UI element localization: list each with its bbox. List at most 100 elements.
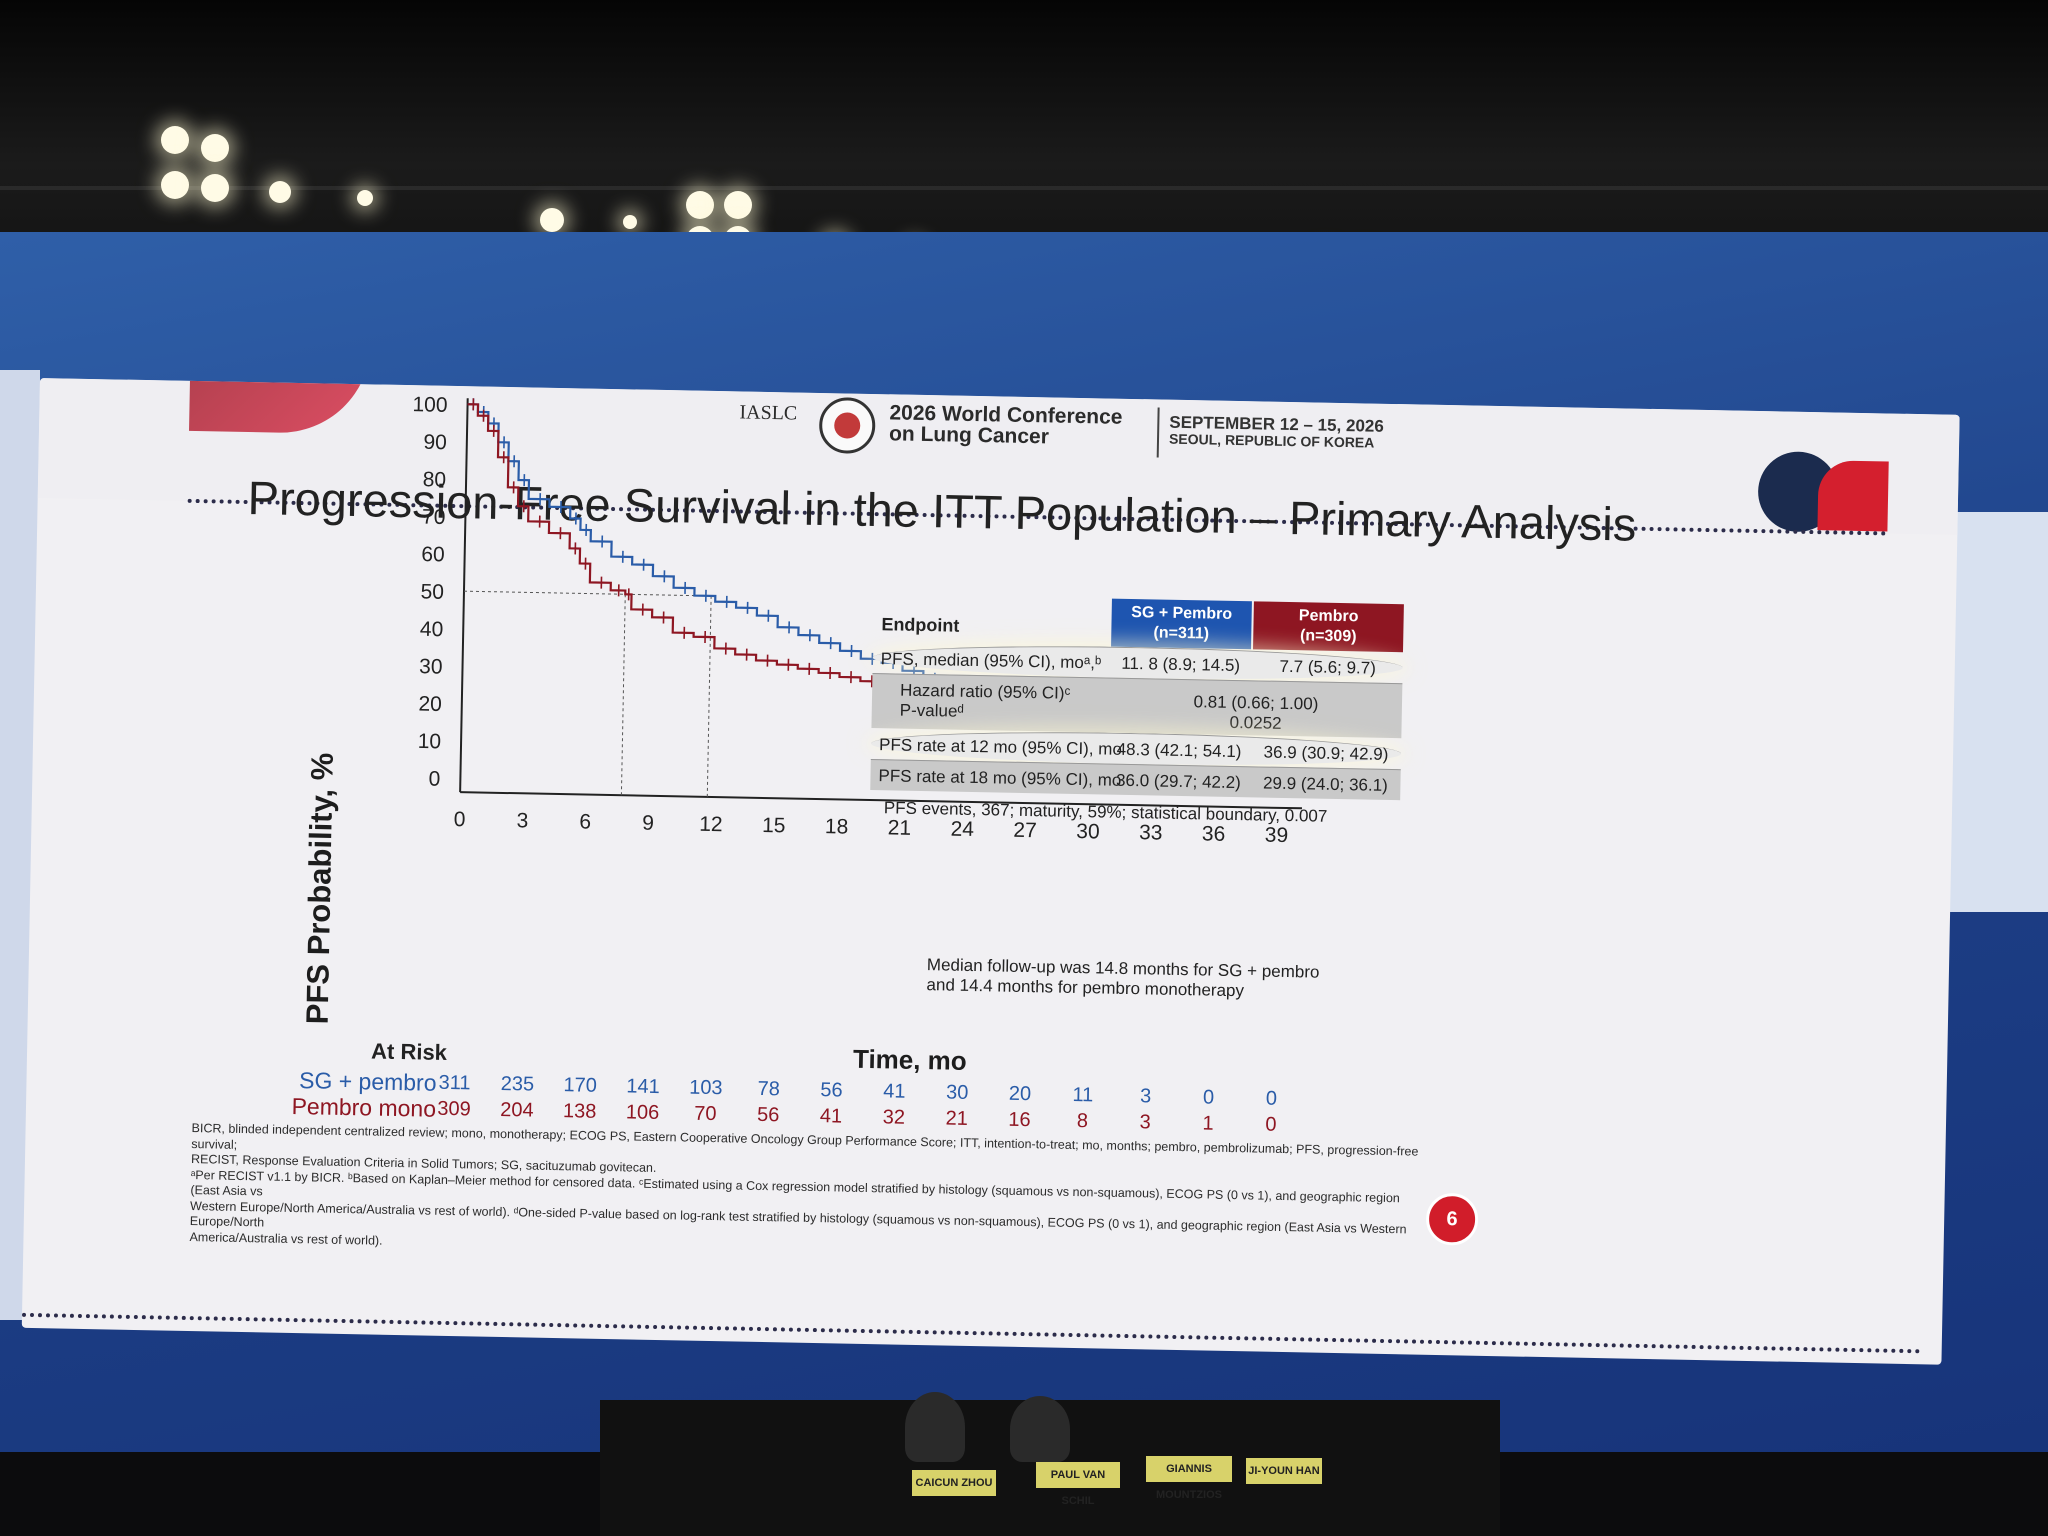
at-risk-value-sg: 78 <box>757 1077 781 1101</box>
at-risk-value-sg: 30 <box>945 1081 969 1104</box>
x-tick-label: 36 <box>1202 822 1226 845</box>
stage-light <box>357 190 373 206</box>
x-tick-label: 27 <box>1013 819 1037 842</box>
at-risk-value-sg: 141 <box>626 1075 660 1099</box>
at-risk-value-pembro: 8 <box>1076 1110 1089 1133</box>
at-risk-title: At Risk <box>370 1038 448 1065</box>
y-tick-label: 60 <box>421 543 445 566</box>
row-label: Hazard ratio (95% CI)ᶜ P-valueᵈ <box>900 681 1071 724</box>
at-risk-value-sg: 170 <box>563 1074 598 1097</box>
lighting-truss <box>0 186 2048 190</box>
x-tick-label: 24 <box>950 818 974 841</box>
at-risk-value-pembro: 309 <box>437 1097 471 1121</box>
nameplate: JI-YOUN HAN <box>1246 1458 1322 1484</box>
x-tick-label: 18 <box>825 815 849 838</box>
y-axis-line <box>459 398 469 793</box>
at-risk-value-sg: 235 <box>500 1072 535 1096</box>
at-risk-value-pembro: 3 <box>1139 1111 1151 1134</box>
sg-header-line2: (n=311) <box>1153 624 1210 643</box>
at-risk-value-pembro: 16 <box>1008 1108 1031 1132</box>
x-tick-label: 0 <box>454 808 466 831</box>
pembro-value: 7.7 (5.6; 9.7) <box>1279 656 1377 678</box>
x-tick-label: 30 <box>1076 820 1100 843</box>
at-risk-value-pembro: 138 <box>562 1100 597 1123</box>
at-risk-value-pembro: 0 <box>1265 1113 1277 1136</box>
median-reference-horizontal <box>463 590 712 597</box>
stage-light <box>161 126 189 154</box>
x-tick-label: 9 <box>642 812 654 835</box>
at-risk-value-sg: 56 <box>820 1079 843 1102</box>
stage-light <box>201 174 229 202</box>
merged-value: 0.81 (0.66; 1.00) 0.0252 <box>1109 691 1402 737</box>
median-reference-sg <box>706 595 712 797</box>
at-risk-label-pembro: Pembro mono <box>291 1092 437 1122</box>
at-risk-value-pembro: 70 <box>694 1102 717 1126</box>
y-tick-label: 80 <box>423 468 447 491</box>
stage-light <box>201 134 229 162</box>
stage-light <box>269 181 291 203</box>
sg-value: 36.0 (29.7; 42.2) <box>1115 770 1242 793</box>
stage-light <box>623 215 637 229</box>
row-label: PFS rate at 18 mo (95% CI), mo <box>878 766 1122 790</box>
x-axis-title: Time, mo <box>852 1043 968 1076</box>
at-risk-value-pembro: 21 <box>945 1107 969 1130</box>
x-tick-label: 39 <box>1265 824 1289 847</box>
x-tick-label: 15 <box>762 814 786 837</box>
at-risk-value-sg: 311 <box>438 1071 471 1095</box>
at-risk-value-pembro: 32 <box>882 1106 906 1129</box>
p-value: 0.0252 <box>1229 712 1282 733</box>
y-tick-label: 70 <box>422 506 446 529</box>
at-risk-value-sg: 0 <box>1202 1086 1215 1109</box>
at-risk-value-pembro: 204 <box>499 1098 534 1122</box>
endpoint-table-header: Endpoint SG + Pembro (n=311) Pembro (n=3… <box>873 594 1404 653</box>
y-tick-label: 50 <box>420 580 444 603</box>
y-tick-label: 0 <box>428 768 440 791</box>
y-tick-label: 20 <box>418 693 442 716</box>
median-reference-pembro <box>620 594 626 796</box>
sg-header-line1: SG + Pembro <box>1131 603 1233 623</box>
y-tick-label: 10 <box>418 730 442 753</box>
at-risk-value-pembro: 56 <box>756 1103 780 1127</box>
at-risk-value-sg: 0 <box>1265 1087 1278 1110</box>
pembro-value: 29.9 (24.0; 36.1) <box>1262 773 1388 795</box>
footnotes: BICR, blinded independent centralized re… <box>189 1121 1431 1269</box>
at-risk-value-pembro: 1 <box>1202 1112 1214 1135</box>
at-risk-value-sg: 3 <box>1139 1085 1152 1108</box>
endpoint-table: Endpoint SG + Pembro (n=311) Pembro (n=3… <box>870 594 1404 830</box>
nameplate: PAUL VAN SCHIL <box>1036 1462 1120 1507</box>
y-tick-label: 100 <box>412 393 447 417</box>
row-label-line2: P-valueᵈ <box>899 700 965 721</box>
pembro-column-header: Pembro (n=309) <box>1253 601 1404 653</box>
pembro-header-line2: (n=309) <box>1299 627 1357 646</box>
row-label: PFS, median (95% CI), moᵃ,ᵇ <box>880 649 1102 673</box>
at-risk-value-pembro: 106 <box>625 1101 660 1125</box>
y-tick-label: 30 <box>419 655 443 678</box>
x-axis-line <box>460 791 1302 810</box>
y-tick-label: 90 <box>423 431 447 454</box>
y-tick-label: 40 <box>420 618 444 641</box>
table-row: Hazard ratio (95% CI)ᶜ P-valueᵈ 0.81 (0.… <box>871 673 1403 739</box>
x-tick-label: 12 <box>699 813 723 836</box>
followup-note: Median follow-up was 14.8 months for SG … <box>926 955 1347 1003</box>
x-tick-label: 21 <box>888 816 912 839</box>
at-risk-value-sg: 103 <box>688 1076 723 1100</box>
at-risk-value-sg: 20 <box>1008 1082 1032 1106</box>
stage-light <box>724 191 752 219</box>
x-tick-label: 33 <box>1139 821 1163 844</box>
stage-light <box>686 191 714 219</box>
presentation-slide: IASLC 2026 World Conference on Lung Canc… <box>21 378 1960 1365</box>
stage-light <box>161 171 189 199</box>
stage-light <box>540 208 564 232</box>
endpoint-column-header: Endpoint <box>881 614 960 636</box>
speaker-silhouette <box>1010 1396 1070 1462</box>
pembro-value: 36.9 (30.9; 42.9) <box>1263 742 1389 764</box>
x-tick-label: 3 <box>516 809 528 832</box>
nameplate: CAICUN ZHOU <box>912 1470 996 1496</box>
nameplate: GIANNIS MOUNTZIOS <box>1146 1456 1232 1501</box>
sg-column-header: SG + Pembro (n=311) <box>1111 598 1252 650</box>
sg-value: 48.3 (42.1; 54.1) <box>1116 739 1242 762</box>
at-risk-value-sg: 11 <box>1072 1083 1094 1107</box>
sg-value: 11. 8 (8.9; 14.5) <box>1121 653 1241 676</box>
at-risk-value-sg: 41 <box>883 1080 906 1103</box>
